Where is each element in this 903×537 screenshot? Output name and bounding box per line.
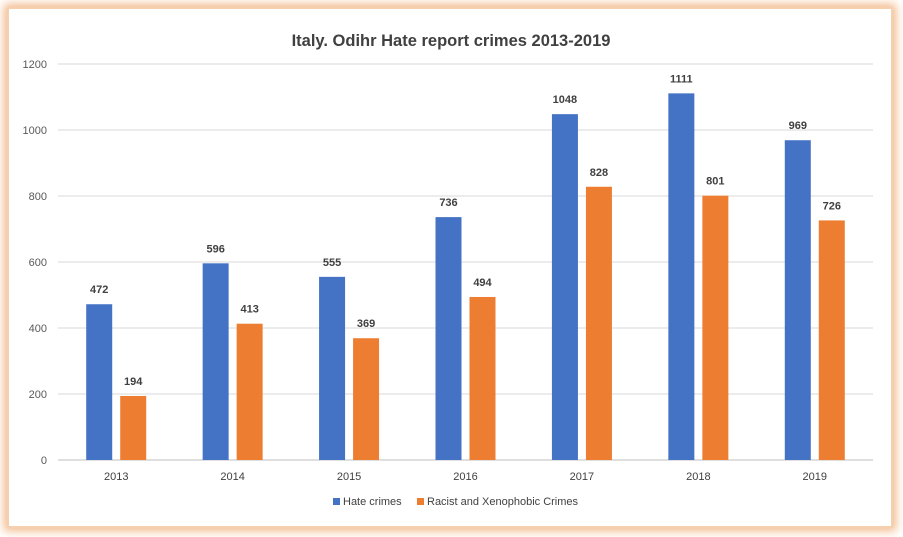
data-label: 1048 <box>553 94 577 106</box>
bar <box>469 296 496 460</box>
bar <box>818 220 845 460</box>
x-tick-label: 2014 <box>220 471 244 483</box>
bar <box>435 217 462 460</box>
y-tick-label: 400 <box>29 323 47 335</box>
bar <box>702 195 729 461</box>
y-tick-label: 1200 <box>23 59 47 71</box>
x-tick-label: 2018 <box>686 471 710 483</box>
bar <box>353 338 380 460</box>
y-axis-ticks: 0 200 400 600 800 1000 1200 <box>23 59 47 467</box>
legend-label: Hate crimes <box>343 496 402 508</box>
bar <box>551 114 578 460</box>
data-label: 596 <box>206 243 224 255</box>
bar <box>236 323 263 460</box>
data-label: 494 <box>473 277 492 289</box>
data-label: 555 <box>323 257 341 269</box>
data-label: 472 <box>90 284 108 296</box>
bar <box>202 263 229 460</box>
x-tick-label: 2013 <box>104 471 128 483</box>
bar <box>120 395 147 460</box>
gridlines <box>58 63 873 461</box>
bar <box>319 276 346 460</box>
x-tick-label: 2017 <box>570 471 594 483</box>
y-tick-label: 1000 <box>23 125 47 137</box>
legend-swatch <box>417 498 424 505</box>
data-label: 369 <box>357 318 375 330</box>
bar <box>668 93 695 461</box>
bar <box>784 140 811 461</box>
data-label: 413 <box>240 304 258 316</box>
data-label: 969 <box>789 120 807 132</box>
y-tick-label: 800 <box>29 191 47 203</box>
bars: 472 194 596 413 555 369 736 494 1048 828 1111 801 96… <box>86 73 845 461</box>
y-tick-label: 0 <box>41 455 47 467</box>
chart-title: Italy. Odihr Hate report crimes 2013-201… <box>292 32 611 50</box>
x-tick-label: 2019 <box>803 471 827 483</box>
legend: Hate crimes Racist and Xenophobic Crimes <box>333 496 579 508</box>
bar <box>86 304 113 460</box>
y-tick-label: 200 <box>29 389 47 401</box>
bar <box>585 186 612 460</box>
x-axis-ticks: 2013 2014 2015 2016 2017 2018 2019 <box>104 471 827 483</box>
data-label: 194 <box>124 376 143 388</box>
data-label: 801 <box>706 176 724 188</box>
legend-swatch <box>333 498 340 505</box>
y-tick-label: 600 <box>29 257 47 269</box>
data-label: 1111 <box>670 73 693 85</box>
data-label: 828 <box>590 167 608 179</box>
data-label: 736 <box>439 197 457 209</box>
data-label: 726 <box>823 200 841 212</box>
legend-label: Racist and Xenophobic Crimes <box>427 496 579 508</box>
x-tick-label: 2016 <box>453 471 477 483</box>
x-tick-label: 2015 <box>337 471 361 483</box>
